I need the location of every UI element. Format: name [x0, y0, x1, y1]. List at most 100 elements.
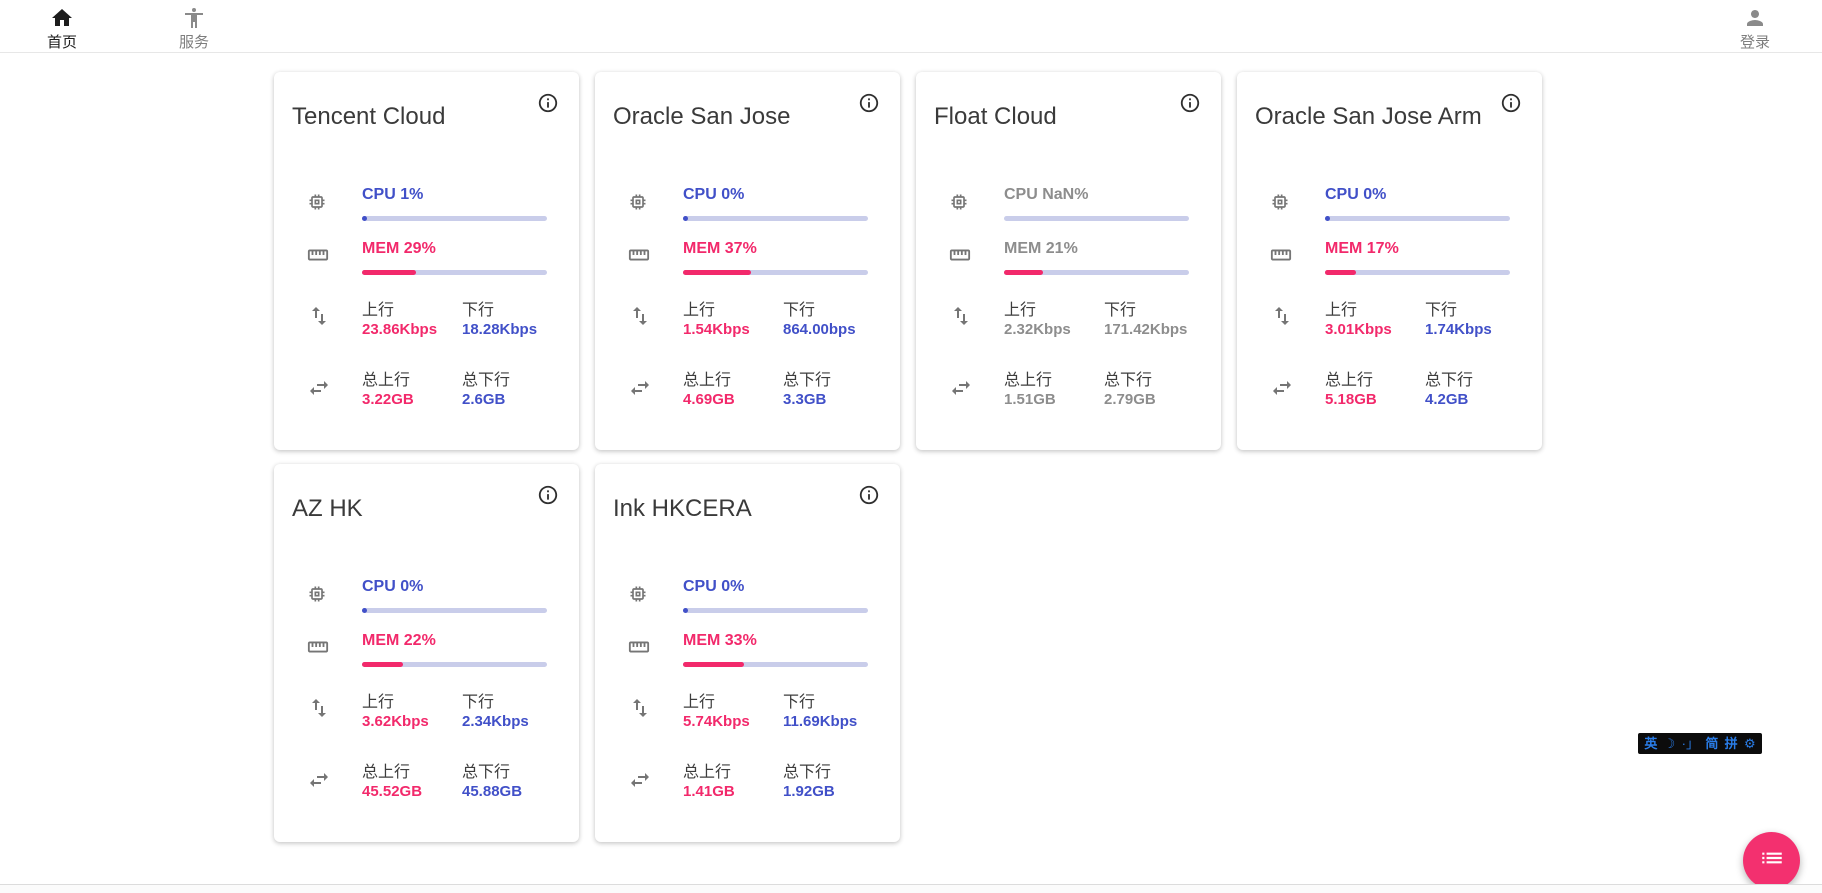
- cpu-progress-bar: [362, 608, 547, 613]
- server-card: Float Cloud CPU NaN% MEM 21% 上行 2.32Kbps…: [916, 72, 1221, 450]
- footer-divider: [0, 884, 1822, 893]
- upload-speed-value: 1.54Kbps: [683, 321, 750, 338]
- upload-speed-value: 2.32Kbps: [1004, 321, 1071, 338]
- download-speed-value: 171.42Kbps: [1104, 321, 1188, 338]
- memory-ruler-icon: [307, 636, 329, 658]
- total-download-value: 2.79GB: [1104, 391, 1156, 408]
- upload-label: 上行: [362, 302, 395, 319]
- ime-settings-gear-icon[interactable]: ⚙: [1744, 736, 1756, 751]
- cpu-chip-icon: [628, 584, 648, 604]
- download-label: 下行: [462, 302, 495, 319]
- nav-item-home[interactable]: 首页: [34, 6, 90, 52]
- swap-vertical-icon: [307, 696, 331, 720]
- swap-vertical-icon: [628, 696, 652, 720]
- server-title: Float Cloud: [934, 103, 1057, 130]
- mem-progress-bar: [683, 270, 868, 275]
- cpu-progress-bar: [362, 216, 547, 221]
- total-upload-value: 1.51GB: [1004, 391, 1056, 408]
- download-label: 下行: [783, 694, 816, 711]
- upload-label: 上行: [683, 694, 716, 711]
- server-title: Oracle San Jose: [613, 103, 791, 130]
- cpu-usage-label: CPU 0%: [362, 578, 424, 595]
- total-upload-value: 3.22GB: [362, 391, 414, 408]
- mem-usage-label: MEM 29%: [362, 240, 436, 257]
- server-list-fab-button[interactable]: [1743, 832, 1800, 889]
- info-icon[interactable]: [1179, 92, 1201, 114]
- ime-pinyin-mode[interactable]: 拼: [1724, 736, 1738, 751]
- info-icon[interactable]: [537, 92, 559, 114]
- download-speed-value: 1.74Kbps: [1425, 321, 1492, 338]
- total-download-value: 1.92GB: [783, 783, 835, 800]
- server-title: Oracle San Jose Arm: [1255, 103, 1482, 130]
- total-upload-value: 5.18GB: [1325, 391, 1377, 408]
- cpu-progress-bar: [1004, 216, 1189, 221]
- person-icon: [1743, 6, 1767, 30]
- nav-item-login[interactable]: 登录: [1727, 6, 1783, 52]
- info-icon[interactable]: [858, 484, 880, 506]
- info-icon[interactable]: [537, 484, 559, 506]
- total-download-label: 总下行: [462, 372, 511, 389]
- cpu-usage-label: CPU NaN%: [1004, 186, 1089, 203]
- info-icon[interactable]: [858, 92, 880, 114]
- mem-usage-label: MEM 37%: [683, 240, 757, 257]
- nav-services-label: 服务: [178, 34, 209, 51]
- cpu-progress-bar: [683, 216, 868, 221]
- swap-horizontal-icon: [628, 768, 652, 792]
- download-speed-value: 2.34Kbps: [462, 713, 529, 730]
- cpu-chip-icon: [949, 192, 969, 212]
- upload-label: 上行: [683, 302, 716, 319]
- total-download-value: 2.6GB: [462, 391, 506, 408]
- download-label: 下行: [462, 694, 495, 711]
- home-icon: [50, 6, 74, 30]
- swap-horizontal-icon: [307, 768, 331, 792]
- server-card: Ink HKCERA CPU 0% MEM 33% 上行 5.74Kbps 下行…: [595, 464, 900, 842]
- swap-vertical-icon: [307, 304, 331, 328]
- mem-progress-bar: [1004, 270, 1189, 275]
- total-upload-label: 总上行: [683, 372, 732, 389]
- total-upload-label: 总上行: [362, 372, 411, 389]
- total-upload-label: 总上行: [683, 764, 732, 781]
- ime-lang-english[interactable]: 英: [1644, 736, 1658, 751]
- cpu-progress-bar: [683, 608, 868, 613]
- download-label: 下行: [783, 302, 816, 319]
- cpu-chip-icon: [1270, 192, 1290, 212]
- mem-progress-bar: [683, 662, 868, 667]
- nav-item-services[interactable]: 服务: [166, 6, 222, 52]
- server-card: Tencent Cloud CPU 1% MEM 29% 上行 23.86Kbp…: [274, 72, 579, 450]
- cpu-chip-icon: [307, 584, 327, 604]
- mem-progress-bar: [1325, 270, 1510, 275]
- mem-usage-label: MEM 17%: [1325, 240, 1399, 257]
- total-download-label: 总下行: [783, 764, 832, 781]
- mem-progress-bar: [362, 662, 547, 667]
- mem-usage-label: MEM 21%: [1004, 240, 1078, 257]
- server-card: AZ HK CPU 0% MEM 22% 上行 3.62Kbps 下行 2.34…: [274, 464, 579, 842]
- total-upload-value: 45.52GB: [362, 783, 423, 800]
- total-upload-label: 总上行: [1325, 372, 1374, 389]
- ime-punctuation-mode[interactable]: ·」: [1681, 736, 1699, 751]
- download-label: 下行: [1425, 302, 1458, 319]
- mem-usage-label: MEM 33%: [683, 632, 757, 649]
- server-title: Tencent Cloud: [292, 103, 446, 130]
- upload-speed-value: 5.74Kbps: [683, 713, 750, 730]
- memory-ruler-icon: [628, 244, 650, 266]
- ime-simplified-chinese[interactable]: 简: [1705, 736, 1719, 751]
- upload-speed-value: 23.86Kbps: [362, 321, 438, 338]
- upload-label: 上行: [1325, 302, 1358, 319]
- swap-horizontal-icon: [628, 376, 652, 400]
- total-download-label: 总下行: [1104, 372, 1153, 389]
- total-upload-value: 4.69GB: [683, 391, 735, 408]
- info-icon[interactable]: [1500, 92, 1522, 114]
- download-label: 下行: [1104, 302, 1137, 319]
- ime-halfwidth-moon-icon[interactable]: ☽: [1663, 736, 1676, 751]
- upload-label: 上行: [1004, 302, 1037, 319]
- total-download-value: 45.88GB: [462, 783, 523, 800]
- cpu-usage-label: CPU 1%: [362, 186, 424, 203]
- total-download-value: 4.2GB: [1425, 391, 1469, 408]
- total-upload-value: 1.41GB: [683, 783, 735, 800]
- nav-home-label: 首页: [46, 34, 77, 51]
- server-card: Oracle San Jose Arm CPU 0% MEM 17% 上行 3.…: [1237, 72, 1542, 450]
- swap-horizontal-icon: [949, 376, 973, 400]
- swap-horizontal-icon: [307, 376, 331, 400]
- download-speed-value: 864.00bps: [783, 321, 856, 338]
- total-download-value: 3.3GB: [783, 391, 827, 408]
